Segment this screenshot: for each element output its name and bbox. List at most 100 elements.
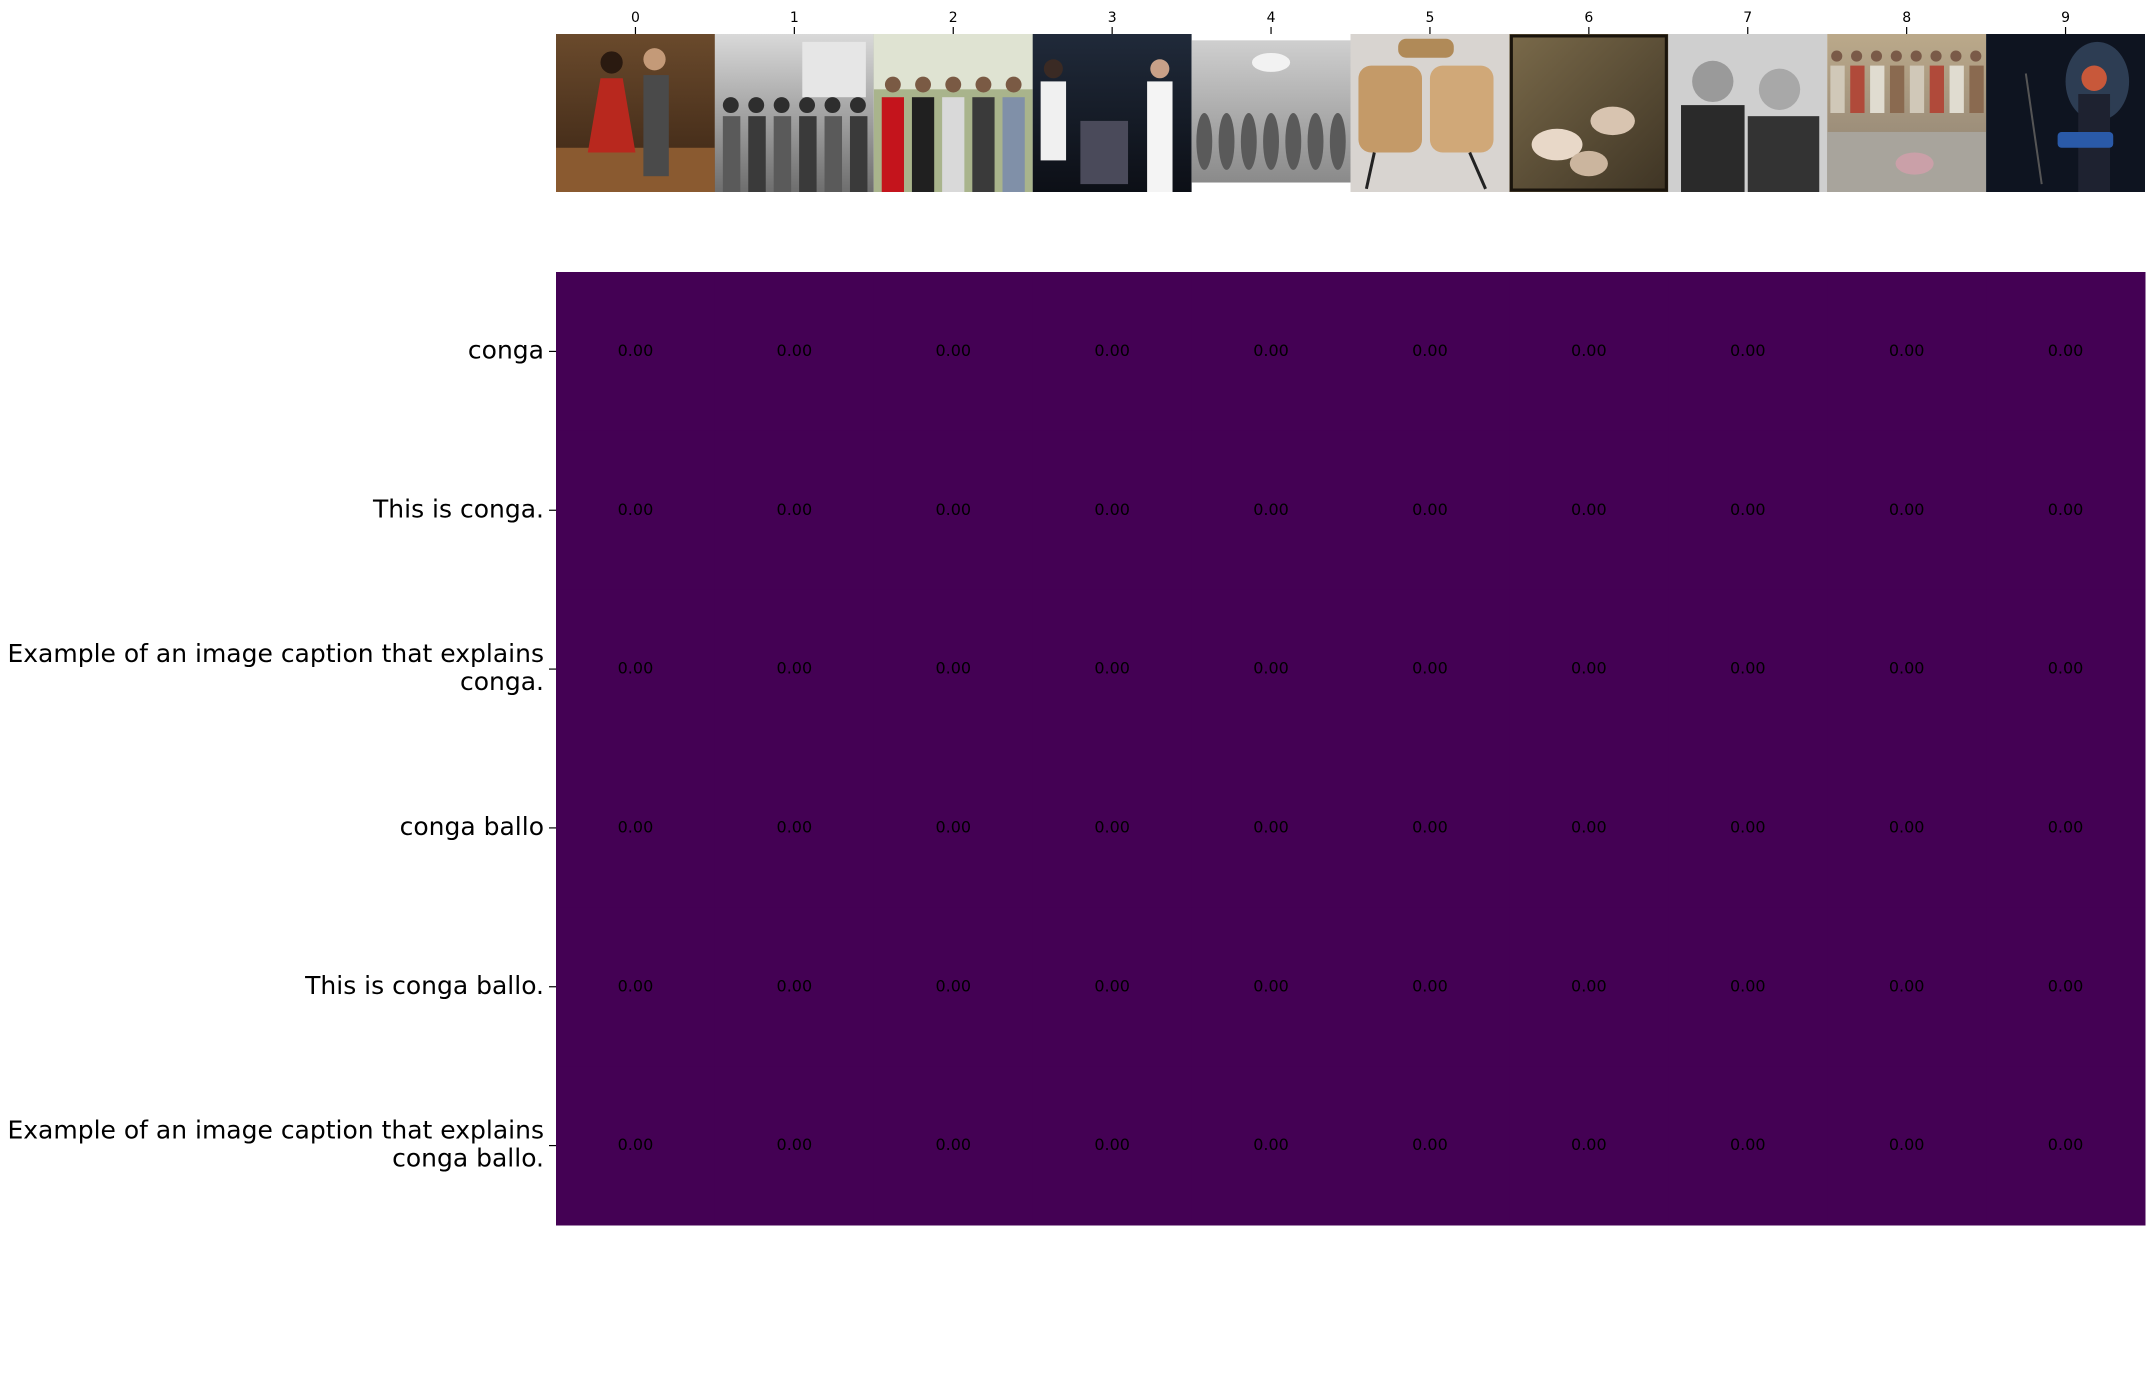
heatmap-cell bbox=[1827, 907, 1987, 1067]
cell-value-label: 0.00 bbox=[618, 976, 654, 995]
heatmap-cell bbox=[873, 430, 1034, 591]
heatmap-cell bbox=[1032, 907, 1193, 1067]
heatmap-cell bbox=[1350, 748, 1510, 908]
heatmap-cell bbox=[714, 1066, 875, 1226]
cell-value-label: 0.00 bbox=[1253, 976, 1289, 995]
cell-value-label: 0.00 bbox=[1889, 817, 1925, 836]
cell-value-label: 0.00 bbox=[935, 341, 971, 360]
cell-value-label: 0.00 bbox=[935, 976, 971, 995]
cell-value-label: 0.00 bbox=[1571, 1135, 1607, 1154]
cell-value-label: 0.00 bbox=[1253, 500, 1289, 519]
x-axis-ticks: 0 1 2 3 4 5 6 7 8 9 bbox=[631, 10, 2070, 34]
cell-value-label: 0.00 bbox=[1094, 976, 1130, 995]
cell-value-label: 0.00 bbox=[1889, 500, 1925, 519]
cell-value-label: 0.00 bbox=[618, 341, 654, 360]
heatmap-cell bbox=[1986, 430, 2146, 591]
heatmap-cell bbox=[1986, 272, 2146, 432]
x-tick-label: 4 bbox=[1267, 10, 1276, 26]
heatmap-cell bbox=[1191, 430, 1351, 591]
cell-value-label: 0.00 bbox=[2048, 500, 2084, 519]
cell-value-label: 0.00 bbox=[1730, 976, 1766, 995]
heatmap-cell bbox=[556, 907, 716, 1067]
heatmap-cell bbox=[1986, 589, 2146, 749]
heatmap-cells bbox=[556, 272, 2146, 1226]
cell-value-label: 0.00 bbox=[2048, 659, 2084, 678]
heatmap-cell bbox=[873, 589, 1034, 749]
cell-value-label: 0.00 bbox=[935, 1135, 971, 1154]
heatmap-cell bbox=[1032, 1066, 1193, 1226]
heatmap-cell bbox=[556, 272, 716, 432]
heatmap-cell bbox=[714, 589, 875, 749]
cell-value-label: 0.00 bbox=[1253, 817, 1289, 836]
cell-value-label: 0.00 bbox=[1412, 341, 1448, 360]
heatmap-cell bbox=[1509, 748, 1669, 908]
cell-value-label: 0.00 bbox=[1730, 659, 1766, 678]
cell-value-label: 0.00 bbox=[1730, 817, 1766, 836]
cell-value-label: 0.00 bbox=[777, 817, 813, 836]
heatmap-cell bbox=[556, 1066, 716, 1226]
cell-value-label: 0.00 bbox=[1253, 659, 1289, 678]
x-tick-label: 6 bbox=[1584, 10, 1593, 26]
heatmap-cell bbox=[714, 272, 875, 432]
cell-value-label: 0.00 bbox=[1412, 817, 1448, 836]
cell-value-label: 0.00 bbox=[777, 1135, 813, 1154]
column-thumbnail-bw-crowd-photo-icon bbox=[714, 34, 874, 192]
heatmap-cell bbox=[1668, 430, 1828, 591]
heatmap-cell bbox=[873, 1066, 1034, 1226]
cell-value-label: 0.00 bbox=[2048, 341, 2084, 360]
column-thumbnail-stage-performers-icon bbox=[1032, 34, 1192, 192]
y-tick-label: Example of an image caption that explain… bbox=[7, 1116, 544, 1173]
heatmap-cell bbox=[1986, 748, 2146, 908]
heatmap-cell bbox=[1032, 748, 1193, 908]
cell-value-label: 0.00 bbox=[1094, 817, 1130, 836]
heatmap-cell bbox=[714, 907, 875, 1067]
cell-value-label: 0.00 bbox=[618, 500, 654, 519]
heatmap-cell bbox=[1827, 748, 1987, 908]
cell-value-label: 0.00 bbox=[1412, 500, 1448, 519]
cell-value-label: 0.00 bbox=[1571, 817, 1607, 836]
cell-value-label: 0.00 bbox=[1253, 1135, 1289, 1154]
cell-value-label: 0.00 bbox=[1571, 976, 1607, 995]
cell-value-label: 0.00 bbox=[618, 817, 654, 836]
cell-value-label: 0.00 bbox=[1253, 341, 1289, 360]
cell-value-label: 0.00 bbox=[1571, 341, 1607, 360]
x-tick-label: 0 bbox=[631, 10, 640, 26]
heatmap-cell bbox=[1827, 589, 1987, 749]
heatmap-cell bbox=[556, 589, 716, 749]
y-tick-label: conga bbox=[468, 335, 544, 364]
x-tick-label: 1 bbox=[790, 10, 799, 26]
y-tick-label: This is conga. bbox=[372, 494, 544, 523]
heatmap-cell bbox=[1986, 1066, 2146, 1226]
cell-value-label: 0.00 bbox=[935, 659, 971, 678]
heatmap-cell bbox=[1668, 589, 1828, 749]
heatmap-cell bbox=[556, 748, 716, 908]
heatmap-cell bbox=[873, 907, 1034, 1067]
heatmap-cell bbox=[1509, 1066, 1669, 1226]
heatmap-cell bbox=[1350, 430, 1510, 591]
x-tick-label: 9 bbox=[2061, 10, 2070, 26]
cell-value-label: 0.00 bbox=[1571, 500, 1607, 519]
column-thumbnail-costumed-group-icon bbox=[873, 34, 1033, 192]
cell-value-label: 0.00 bbox=[2048, 976, 2084, 995]
heatmap-cell bbox=[1668, 1066, 1828, 1226]
heatmap-cell bbox=[1827, 1066, 1987, 1226]
cell-value-label: 0.00 bbox=[777, 659, 813, 678]
cell-value-label: 0.00 bbox=[1889, 976, 1925, 995]
heatmap-cell bbox=[1827, 272, 1987, 432]
column-thumbnail-bw-two-men-icon bbox=[1668, 34, 1828, 192]
cell-value-label: 0.00 bbox=[1412, 659, 1448, 678]
heatmap-cell bbox=[1191, 907, 1351, 1067]
cell-value-label: 0.00 bbox=[1730, 1135, 1766, 1154]
heatmap-cell bbox=[1032, 430, 1193, 591]
heatmap-cell bbox=[1032, 589, 1193, 749]
x-tick-label: 3 bbox=[1108, 10, 1117, 26]
heatmap-cell bbox=[1509, 907, 1669, 1067]
x-tick-label: 2 bbox=[949, 10, 958, 26]
cell-value-label: 0.00 bbox=[618, 659, 654, 678]
heatmap-cell bbox=[556, 430, 716, 591]
column-thumbnails bbox=[556, 34, 2145, 192]
cell-value-label: 0.00 bbox=[1571, 659, 1607, 678]
x-tick-label: 7 bbox=[1743, 10, 1752, 26]
column-thumbnail-couple-dancing-icon bbox=[556, 34, 715, 192]
heatmap-cell bbox=[1191, 1066, 1351, 1226]
